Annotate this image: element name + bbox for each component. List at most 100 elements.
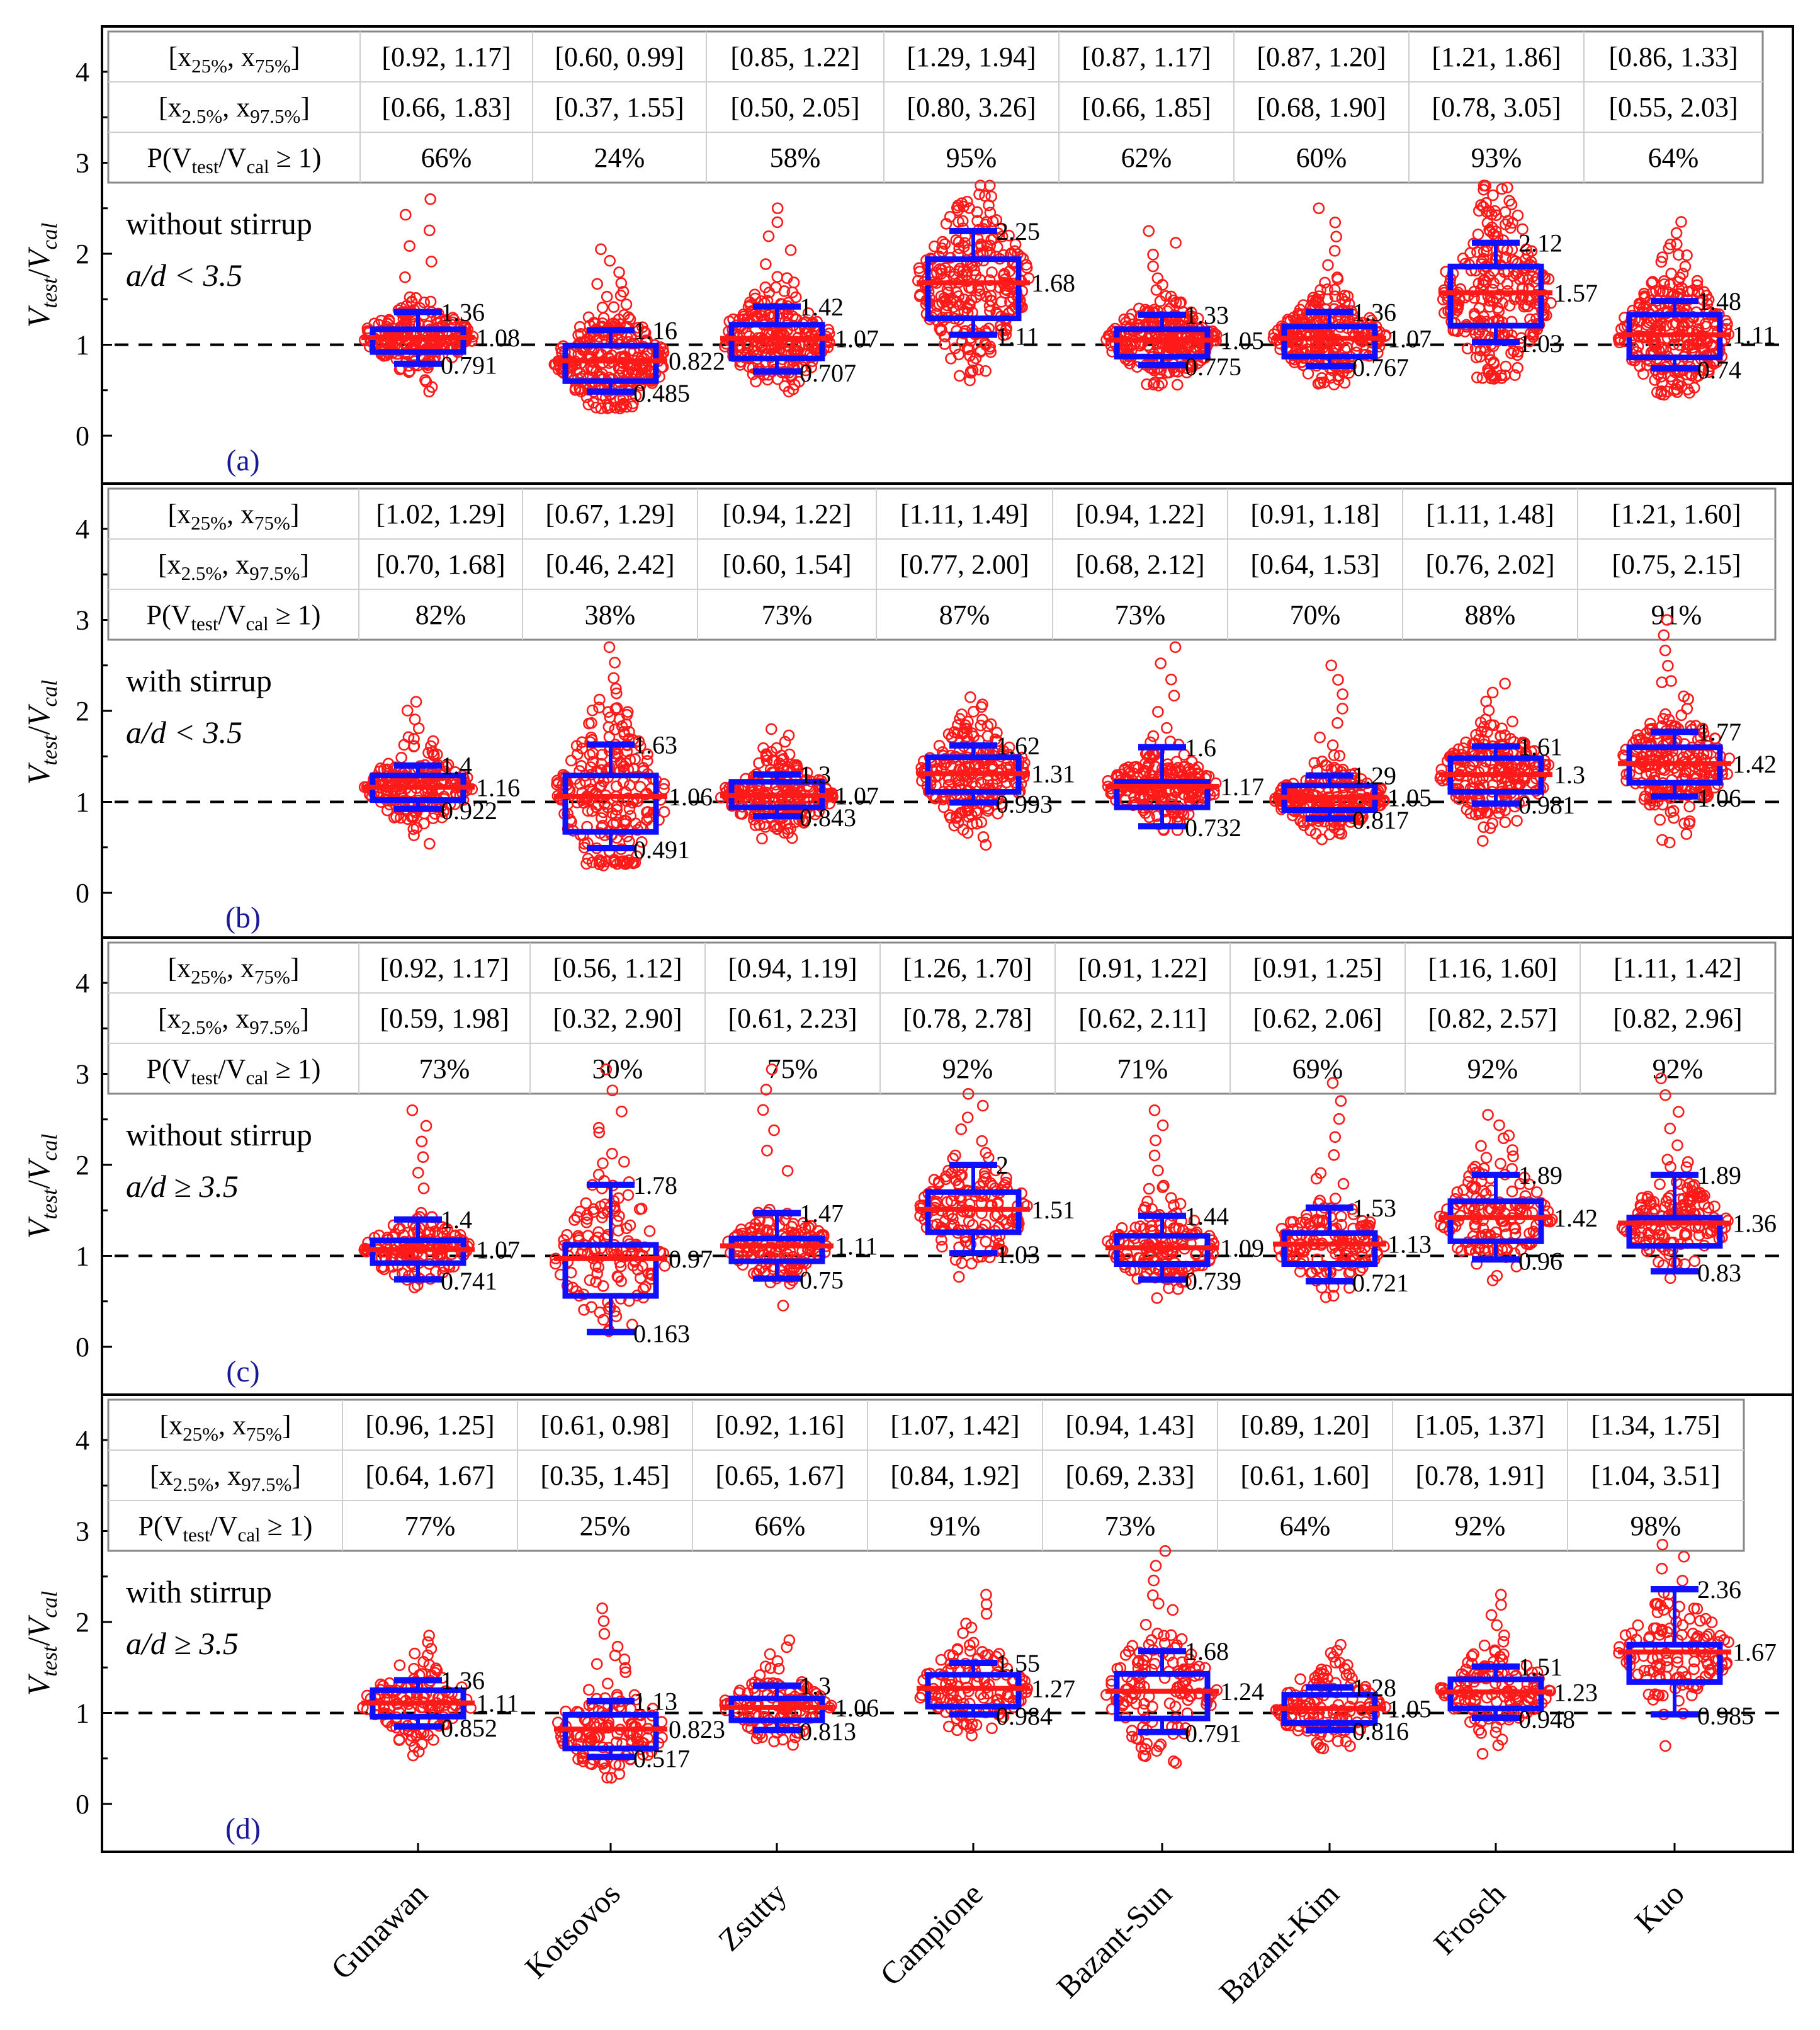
prob-cell: 92% [1467,1053,1518,1084]
data-point [604,254,616,267]
r3-a: P(V [147,1053,191,1084]
data-point [770,281,782,293]
label-lower: 1.03 [1518,329,1563,358]
data-point [771,202,784,215]
label-median: 1.3 [1554,761,1585,789]
data-point [410,696,422,708]
label-median: 1.11 [835,1232,878,1261]
data-point [565,754,577,767]
data-point [639,327,652,339]
data-point [771,216,784,229]
data-point [1486,686,1499,699]
r1-b: 25% [191,55,227,77]
data-point [1499,678,1511,689]
data-point [980,365,992,377]
iqr-cell: [0.56, 1.12] [553,953,682,984]
data-point [420,1120,432,1132]
r2-a: [x [158,549,181,580]
iqr-box [370,326,466,355]
r2-d: 97.5% [250,105,300,127]
r3-a: P(V [147,142,192,173]
data-point [745,307,757,319]
label-median: 1.42 [1732,750,1777,778]
r3-c: /V [218,1053,246,1084]
label-upper: 2.25 [996,217,1040,246]
prob-cell: 73% [762,599,813,630]
data-point [979,190,991,202]
label-upper: 1.4 [441,1206,472,1234]
iqr-cell: [1.11, 1.42] [1614,953,1742,984]
data-point [1337,688,1348,700]
ci95-cell: [0.78, 2.78] [903,1003,1032,1034]
condition-ratio: a/d < 3.5 [126,715,242,750]
label-median: 1.57 [1554,279,1598,307]
data-point [949,342,961,354]
data-point [985,234,997,246]
data-point [768,1124,780,1137]
data-point [749,288,761,301]
row-label-prob: P(Vtest/Vcal ≥ 1) [147,142,322,178]
ci95-cell: [0.77, 2.00] [900,549,1029,580]
y-tick-label: 2 [76,239,89,269]
iqr-cell: [0.91, 1.22] [1078,953,1207,984]
data-point [969,269,982,281]
label-upper: 1.36 [1352,298,1396,326]
y-tick-label: 0 [76,1332,89,1363]
label-upper: 1.33 [1185,301,1229,329]
row-label-prob: P(Vtest/Vcal ≥ 1) [147,599,321,635]
data-point [1331,717,1343,729]
data-point [595,402,607,414]
data-point [913,262,925,275]
data-point [407,740,420,752]
ci95-cell: [0.75, 2.15] [1612,549,1741,580]
data-point [1499,816,1512,829]
condition-stirrup: without stirrup [126,206,312,241]
label-upper: 1.42 [800,293,844,321]
label-median: 1.09 [1220,1233,1264,1262]
data-point [417,1182,430,1194]
label-upper: 2 [996,1151,1009,1179]
data-point [985,190,998,203]
data-point [606,1147,618,1160]
box-group-frosch: 2.121.571.03 [1437,179,1598,385]
label-lower: 0.775 [1185,353,1241,381]
data-point [616,1105,628,1118]
prob-cell: 73% [419,1053,470,1084]
box-group-bazant-kim: 1.531.130.721 [1273,1077,1432,1303]
data-point [395,751,407,764]
label-upper: 1.3 [800,761,831,789]
label-lower: 0.843 [800,803,856,832]
label-lower: 0.732 [1185,814,1241,842]
stats-table: [x25%, x75%][x2.5%, x97.5%]P(Vtest/Vcal … [107,30,1764,184]
prob-cell: 88% [1465,599,1516,630]
data-point [964,366,977,379]
label-upper: 1.63 [633,730,677,759]
ylabel-sub2: cal [37,223,62,250]
data-point [1670,227,1683,239]
data-point [624,313,636,326]
iqr-box [728,322,825,361]
box-group-bazant-sun: 1.61.170.732 [1102,641,1264,842]
data-point [756,832,768,845]
data-point [586,365,599,377]
label-median: 1.68 [1031,269,1075,297]
box-group-kotsovos: 1.780.970.163 [549,1063,713,1347]
label-upper: 1.16 [633,316,677,344]
box-group-campione: 2.251.681.11 [912,179,1075,387]
data-point [1147,260,1159,273]
y-axis-label-text: Vtest/Vcal [21,680,62,785]
data-point [592,1169,605,1181]
data-point [568,1214,580,1226]
prob-cell: 91% [1651,599,1702,630]
prob-cell: 75% [767,1053,818,1084]
r3-b: test [191,156,218,178]
y-tick-label: 3 [76,148,89,179]
data-point [597,312,610,324]
data-point [784,244,797,256]
label-lower: 0.163 [633,1319,690,1347]
iqr-cell: [0.86, 1.33] [1608,42,1738,72]
r3-c: /V [218,599,246,630]
r2-d: 97.5% [249,562,300,584]
r2-b: 2.5% [182,105,223,127]
label-upper: 1.36 [441,298,485,326]
